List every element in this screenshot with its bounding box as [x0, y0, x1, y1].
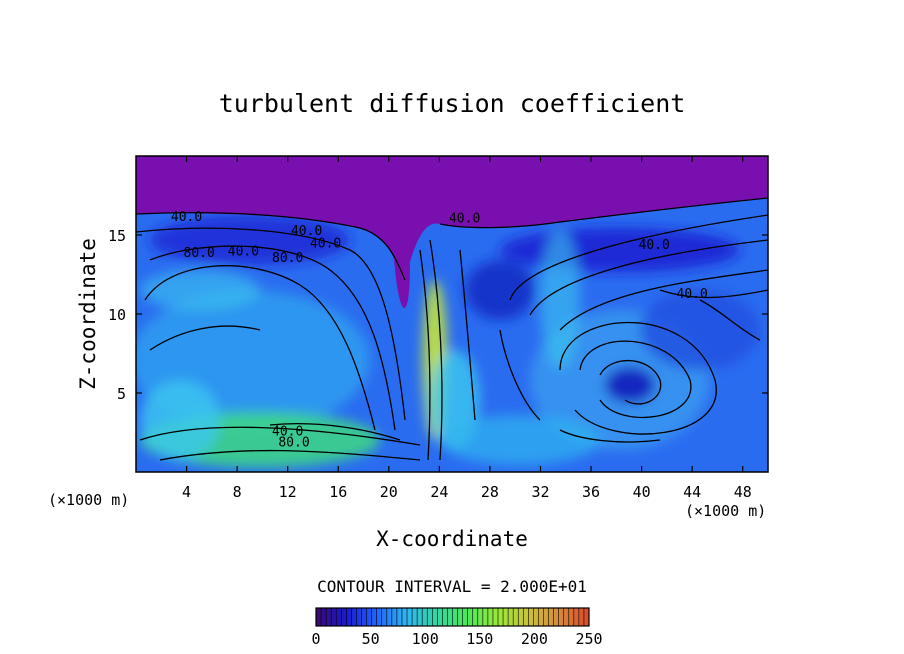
x-tick-label: 20	[380, 483, 398, 501]
contour-label: 40.0	[228, 245, 259, 260]
colorbar-tick-label: 200	[521, 630, 548, 648]
contour-label: 80.0	[184, 246, 215, 261]
y-tick-label: 15	[108, 227, 126, 245]
colorbar-tick-label: 0	[311, 630, 320, 648]
colorbar: 0 50 100 150 200 250	[311, 607, 603, 648]
contour-label: 40.0	[291, 224, 322, 239]
contour-label: 40.0	[272, 425, 303, 440]
contour-label: 40.0	[171, 210, 202, 225]
contour-label: 40.0	[449, 211, 480, 226]
x-tick-label: 36	[582, 483, 600, 501]
y-axis: 5 10 15	[108, 227, 768, 403]
x-tick-label: 48	[734, 483, 752, 501]
colorbar-tick-label: 150	[466, 630, 493, 648]
x-tick-label: 12	[279, 483, 297, 501]
x-tick-label: 24	[430, 483, 448, 501]
colorbar-tick-label: 250	[575, 630, 602, 648]
contour-interval-text: CONTOUR INTERVAL = 2.000E+01	[317, 577, 587, 596]
contour-label: 40.0	[310, 237, 341, 252]
chart-title: turbulent diffusion coefficient	[219, 89, 686, 118]
y-unit-label: (×1000 m)	[48, 491, 129, 509]
x-tick-label: 8	[233, 483, 242, 501]
x-tick-label: 16	[329, 483, 347, 501]
x-tick-label: 32	[531, 483, 549, 501]
colorbar-tick-label: 50	[362, 630, 380, 648]
y-tick-label: 5	[117, 385, 126, 403]
x-tick-label: 40	[633, 483, 651, 501]
contour-labels: 40.040.080.0 40.0 80.040.040.040.040.080.0…	[171, 210, 708, 451]
x-tick-label: 44	[683, 483, 701, 501]
contour-label: 80.0	[278, 436, 309, 451]
contour-label: 40.0	[639, 238, 670, 253]
x-tick-label: 4	[182, 483, 191, 501]
contour-label: 40.0	[677, 287, 708, 302]
x-tick-label: 28	[481, 483, 499, 501]
x-axis: 4 8 12 16 20 24 28 32 36 40 44 48	[182, 156, 752, 501]
x-axis-label: X-coordinate	[376, 527, 528, 551]
x-unit-label: (×1000 m)	[685, 502, 766, 520]
colorbar-tick-label: 100	[412, 630, 439, 648]
heatmap-field: 40.040.080.0 40.0 80.040.040.040.040.080.0…	[136, 156, 768, 472]
y-tick-label: 10	[108, 306, 126, 324]
colorbar-frame	[315, 607, 590, 627]
contour-label: 80.0	[272, 251, 303, 266]
y-axis-label: Z-coordinate	[76, 238, 100, 390]
